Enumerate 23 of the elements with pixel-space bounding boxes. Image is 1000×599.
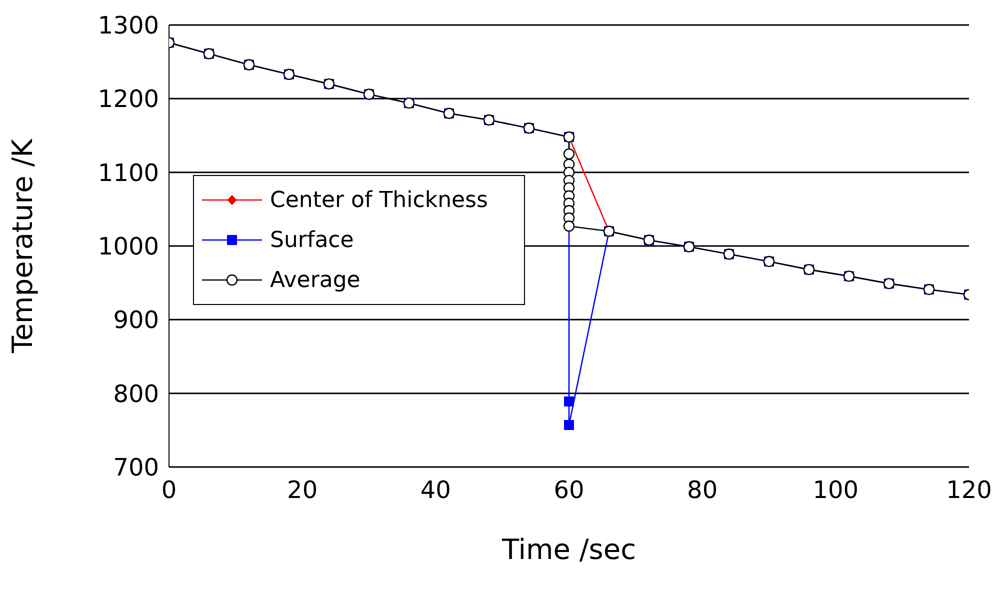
y-tick-label: 1200: [98, 85, 159, 114]
x-tick-label: 80: [687, 476, 718, 504]
y-axis-title: Temperature /K: [6, 138, 39, 354]
y-tick-label: 1100: [98, 158, 159, 187]
x-tick-label: 60: [554, 476, 584, 504]
point: [564, 396, 574, 406]
point: [563, 148, 575, 160]
x-tick-label: 120: [946, 476, 992, 504]
x-tick-label: 40: [420, 476, 451, 504]
x-axis-title: Time /sec: [500, 533, 636, 566]
legend-label: Center of Thickness: [270, 188, 488, 212]
y-tick-label: 900: [113, 306, 159, 334]
x-tick-label: 100: [812, 476, 859, 504]
x-tick-label: 20: [287, 476, 318, 504]
point: [563, 220, 575, 232]
y-tick-label: 1000: [98, 232, 159, 261]
y-tick-label: 700: [113, 454, 159, 482]
y-tick-label: 800: [113, 380, 159, 408]
legend-label: Average: [270, 268, 360, 292]
y-tick-label: 1300: [98, 12, 159, 40]
point: [564, 420, 574, 430]
legend-label: Surface: [270, 228, 354, 252]
x-tick-label: 0: [161, 476, 177, 504]
